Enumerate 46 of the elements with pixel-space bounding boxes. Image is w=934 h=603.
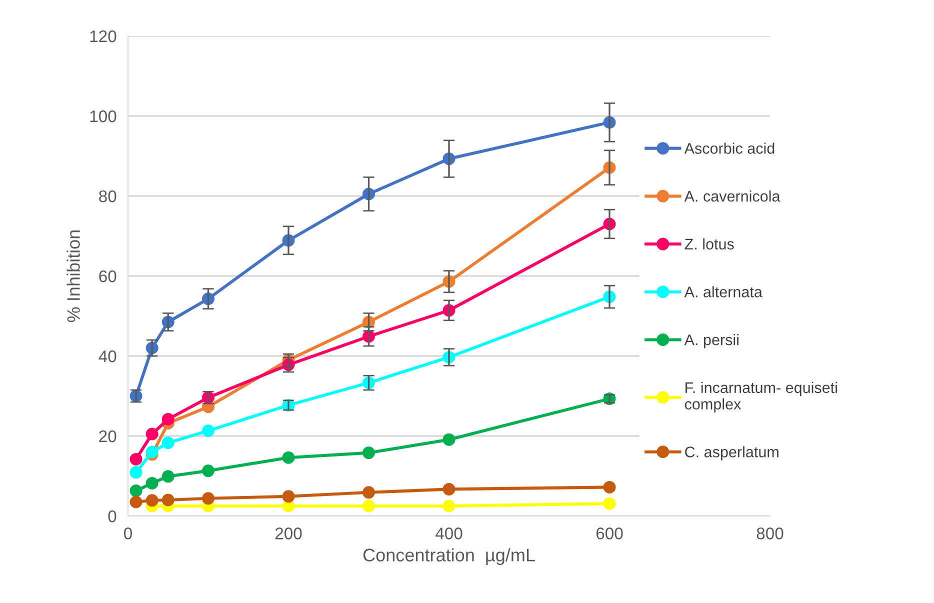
y-tick-label: 60	[99, 270, 116, 282]
point	[146, 476, 158, 490]
point	[130, 452, 142, 466]
point	[162, 470, 174, 483]
point	[442, 482, 456, 496]
point	[146, 494, 158, 507]
legend-label: Z. lotus	[684, 238, 734, 250]
x-tick-label: 0	[124, 528, 132, 540]
point	[282, 451, 295, 464]
point	[603, 480, 616, 494]
point	[442, 500, 456, 512]
point	[146, 446, 158, 458]
point	[202, 464, 214, 478]
point	[603, 497, 616, 510]
legend-label: Ascorbic acid	[684, 142, 774, 154]
legend-label: A. persii	[684, 334, 738, 348]
legend-label: A. cavernicola	[684, 190, 780, 202]
point	[202, 492, 214, 505]
y-tick-label: 0	[108, 510, 116, 522]
y-tick-label: 100	[90, 110, 116, 122]
legend-label: F. incarnatum- equiseti complex	[684, 382, 837, 413]
y-tick-label: 40	[98, 350, 116, 362]
point	[282, 490, 295, 503]
point	[130, 466, 142, 479]
y-tick-label: 80	[99, 190, 116, 202]
x-axis-title: Concentration µg/mL	[363, 548, 535, 566]
point	[130, 496, 142, 508]
y-tick-label: 20	[99, 430, 116, 442]
x-tick-label: 400	[435, 528, 462, 540]
point	[362, 446, 375, 460]
legend-label: C. asperlatum	[685, 446, 778, 460]
y-axis-title: % Inhibition	[66, 230, 80, 322]
legend-label: A. alternata	[684, 286, 762, 298]
x-tick-label: 600	[596, 528, 623, 540]
point	[362, 500, 375, 512]
point	[362, 486, 375, 499]
point	[162, 436, 174, 450]
y-tick-label: 120	[90, 30, 116, 42]
point	[146, 428, 158, 440]
x-tick-label: 800	[756, 528, 784, 540]
point	[442, 433, 456, 446]
point	[202, 424, 214, 438]
point	[162, 494, 174, 506]
x-tick-label: 200	[275, 528, 302, 540]
point	[130, 484, 142, 498]
point	[162, 412, 174, 426]
